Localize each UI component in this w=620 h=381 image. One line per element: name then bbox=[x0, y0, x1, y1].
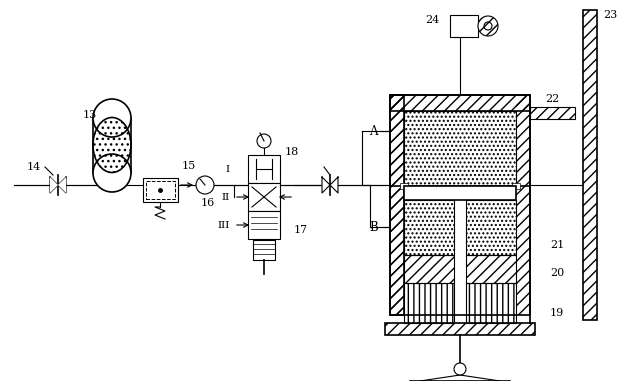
Circle shape bbox=[454, 363, 466, 375]
Bar bbox=[390, 95, 404, 315]
Bar bbox=[248, 183, 280, 211]
Bar bbox=[248, 155, 280, 183]
Polygon shape bbox=[58, 177, 66, 193]
Text: 23: 23 bbox=[603, 10, 618, 20]
Text: 13: 13 bbox=[83, 110, 97, 120]
Bar bbox=[390, 95, 404, 315]
Bar bbox=[404, 200, 454, 255]
Bar bbox=[146, 181, 175, 199]
Bar bbox=[404, 283, 454, 323]
Bar bbox=[466, 283, 516, 323]
Bar bbox=[404, 186, 516, 200]
Text: 20: 20 bbox=[550, 268, 564, 278]
Bar bbox=[253, 240, 275, 260]
Ellipse shape bbox=[93, 154, 131, 192]
Text: I: I bbox=[226, 165, 230, 173]
Bar bbox=[404, 255, 454, 283]
Bar bbox=[450, 15, 478, 37]
Text: 24: 24 bbox=[425, 15, 439, 25]
Bar bbox=[466, 255, 516, 283]
Circle shape bbox=[478, 16, 498, 36]
Text: 16: 16 bbox=[201, 198, 215, 208]
Text: 22: 22 bbox=[545, 94, 559, 104]
Text: 17: 17 bbox=[294, 225, 308, 235]
Circle shape bbox=[257, 134, 271, 148]
Circle shape bbox=[196, 176, 214, 194]
Text: 14: 14 bbox=[27, 162, 41, 172]
Text: 18: 18 bbox=[285, 147, 299, 157]
Text: II: II bbox=[222, 192, 230, 202]
Bar bbox=[390, 95, 530, 315]
Bar bbox=[530, 107, 575, 119]
Bar bbox=[390, 95, 530, 111]
Bar bbox=[385, 323, 535, 335]
Bar bbox=[512, 183, 520, 189]
Bar bbox=[583, 10, 597, 320]
Bar bbox=[466, 200, 516, 255]
Text: 19: 19 bbox=[550, 308, 564, 318]
Polygon shape bbox=[50, 177, 58, 193]
Text: 15: 15 bbox=[182, 161, 197, 171]
Bar bbox=[516, 95, 530, 315]
Text: 21: 21 bbox=[550, 240, 564, 250]
Bar bbox=[93, 118, 131, 173]
Ellipse shape bbox=[93, 99, 131, 137]
Polygon shape bbox=[330, 177, 338, 193]
Text: B: B bbox=[370, 221, 378, 234]
Circle shape bbox=[484, 22, 492, 30]
Text: A: A bbox=[370, 125, 378, 138]
Polygon shape bbox=[322, 177, 330, 193]
Bar bbox=[400, 183, 408, 189]
Bar bbox=[404, 111, 516, 186]
Text: III: III bbox=[218, 221, 230, 229]
Bar bbox=[143, 178, 178, 202]
Bar bbox=[248, 211, 280, 239]
